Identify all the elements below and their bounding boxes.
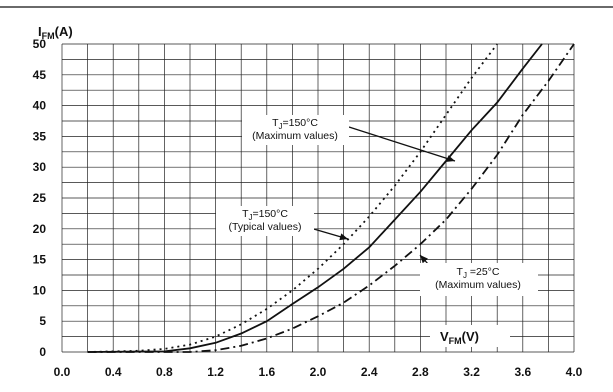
y-tick-label: 30: [33, 160, 47, 174]
annotation-line-2: (Maximum values): [252, 130, 338, 142]
x-tick-label: 0.4: [105, 365, 122, 379]
y-tick-label: 40: [33, 99, 47, 113]
annotation-arrow-line: [348, 126, 456, 162]
annotation: TJ=150°C(Maximum values): [242, 115, 456, 162]
annotation-line-2: (Typical values): [229, 221, 302, 233]
y-tick-label: 20: [33, 222, 47, 236]
x-tick-label: 0.0: [54, 365, 71, 379]
annotations: TJ=150°C(Maximum values)TJ=150°C(Typical…: [216, 115, 538, 296]
x-tick-label: 4.0: [566, 365, 583, 379]
grid: [61, 43, 575, 353]
annotation-line-1: TJ =25°C: [457, 266, 500, 280]
annotation-arrowhead: [339, 233, 348, 241]
annotation-box: [420, 263, 538, 296]
x-tick-label: 1.6: [258, 365, 275, 379]
y-tick-label: 45: [33, 68, 47, 82]
x-tick-label: 2.4: [361, 365, 378, 379]
x-axis-title: VFM(V): [440, 329, 479, 346]
y-tick-label: 5: [39, 314, 46, 328]
annotation: TJ=150°C(Typical values): [216, 206, 349, 241]
annotation-line-2: (Maximum values): [435, 279, 521, 291]
annotation-arrowhead: [420, 255, 428, 264]
y-tick-label: 25: [33, 191, 47, 205]
annotation-arrowhead: [446, 155, 455, 162]
annotation-line-1: TJ=150°C: [272, 117, 318, 131]
x-axis-title-box: [430, 325, 510, 347]
series-lines: [87, 43, 575, 353]
y-tick-label: 15: [33, 253, 47, 267]
annotation-box: [216, 206, 314, 236]
y-tick-label: 10: [33, 283, 47, 297]
series-line-dash-dot: [87, 43, 575, 353]
y-axis-title: IFM(A): [38, 24, 73, 41]
x-tick-label: 3.2: [463, 365, 480, 379]
x-tick-label: 2.0: [310, 365, 327, 379]
annotation: TJ =25°C(Maximum values): [419, 254, 538, 296]
y-tick-label: 50: [33, 37, 47, 51]
x-tick-label: 0.8: [156, 365, 173, 379]
x-tick-label: 2.8: [412, 365, 429, 379]
annotation-line-1: TJ=150°C: [242, 208, 288, 222]
tick-labels: 0.0 0.4 0.8 1.2 1.6 2.0 2.4 2.8 3.2 3.6 4.0 0 5 10 15 2…: [33, 37, 583, 379]
x-tick-label: 3.6: [514, 365, 531, 379]
series-line-solid: [87, 43, 543, 353]
annotation-box: [242, 115, 349, 145]
y-tick-label: 35: [33, 129, 47, 143]
x-tick-label: 1.2: [207, 365, 224, 379]
y-tick-label: 0: [39, 345, 46, 359]
